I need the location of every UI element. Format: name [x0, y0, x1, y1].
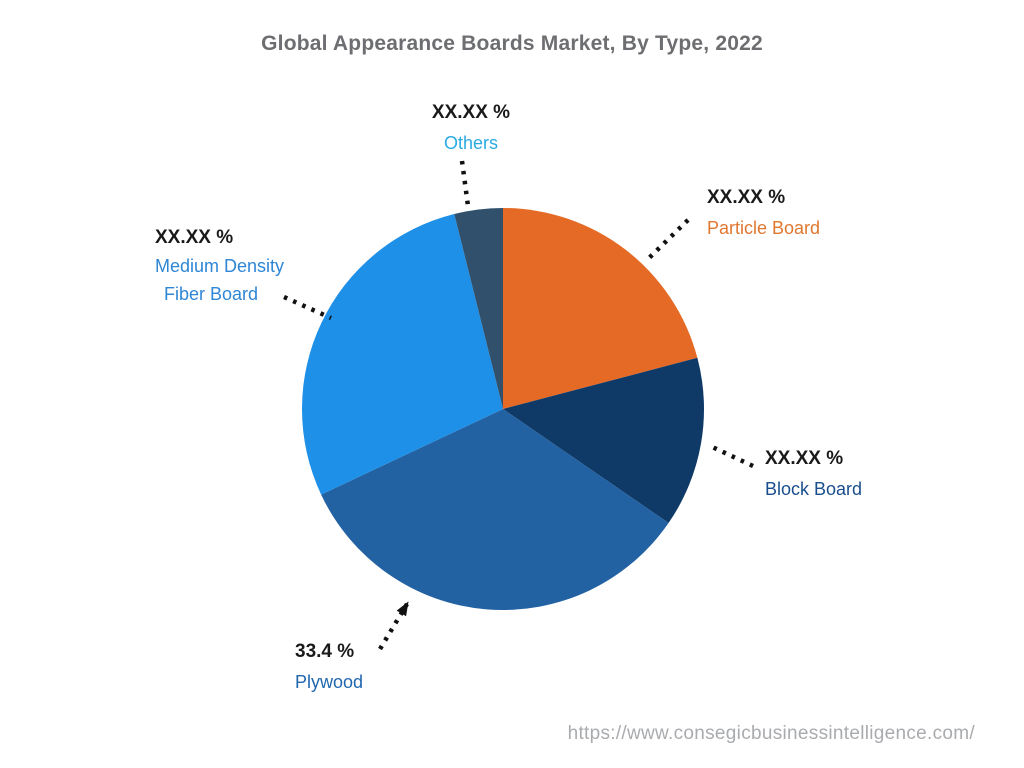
- callout-medium-density-fiber-board: XX.XX % Medium Density Fiber Board: [155, 224, 284, 308]
- block-board-leader-line: [707, 442, 754, 469]
- source-url: https://www.consegicbusinessintelligence…: [567, 723, 975, 744]
- particle-board-percent-label: XX.XX %: [707, 187, 786, 208]
- others-percent-label: XX.XX %: [431, 102, 511, 123]
- pie-slice-others: [454, 208, 503, 409]
- plywood-percent-label: 33.4 %: [295, 641, 355, 662]
- pie-slice-medium-density-fiber-board: [301, 214, 503, 495]
- mdf-name-line1: Medium Density: [155, 256, 285, 276]
- pie-slice-plywood: [321, 409, 669, 610]
- mdf-percent-label: XX.XX %: [155, 227, 234, 248]
- plywood-leader-arrow: [378, 601, 409, 651]
- pie-slices: [301, 208, 705, 610]
- leader-lines: [283, 160, 754, 651]
- others-leader-line: [459, 160, 471, 207]
- callout-particle-board: XX.XX % Particle Board: [707, 183, 820, 243]
- callout-plywood: 33.4 % Plywood: [295, 637, 363, 697]
- block-board-name-label: Block Board: [765, 479, 863, 499]
- block-board-percent-label: XX.XX %: [765, 448, 844, 469]
- plywood-name-label: Plywood: [295, 672, 364, 692]
- mdf-name-line2: Fiber Board: [164, 284, 259, 304]
- pie-slice-particle-board: [503, 208, 698, 409]
- callout-block-board: XX.XX % Block Board: [765, 444, 862, 504]
- chart-title: Global Appearance Boards Market, By Type…: [261, 32, 763, 55]
- pie-slice-block-board: [503, 357, 705, 524]
- mdf-leader-line: [283, 294, 332, 321]
- particle-board-leader-line: [647, 218, 690, 260]
- callout-others: XX.XX % Others: [396, 98, 546, 158]
- particle-board-name-label: Particle Board: [707, 218, 821, 238]
- others-name-label: Others: [443, 133, 499, 153]
